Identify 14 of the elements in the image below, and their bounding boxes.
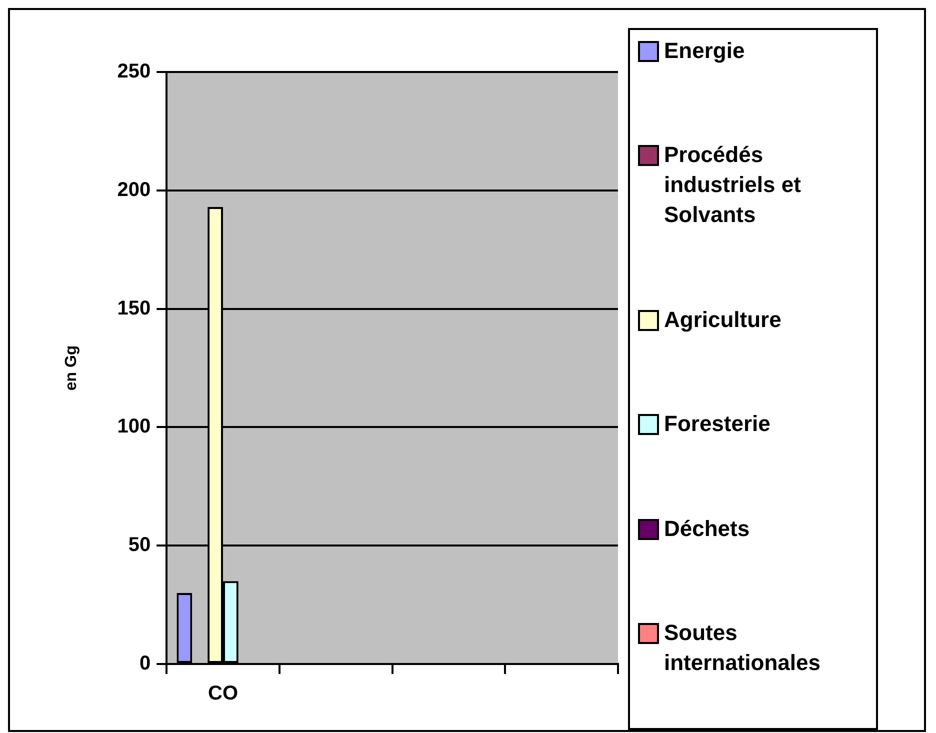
y-axis-title: en Gg <box>63 345 80 391</box>
x-tick-label: CO <box>208 682 238 705</box>
legend-label: Procédés industriels et Solvants <box>664 141 802 230</box>
legend-label: Agriculture <box>664 306 782 334</box>
legend-label: Energie <box>664 37 745 65</box>
y-tick-label: 0 <box>139 652 151 675</box>
y-tick-label: 250 <box>117 60 151 83</box>
legend-label: Déchets <box>664 514 750 543</box>
y-tick-label: 150 <box>117 297 151 320</box>
legend-label: Foresterie <box>664 410 770 438</box>
legend-label: Soutes internationales <box>664 618 822 677</box>
y-tick-label: 50 <box>128 534 151 556</box>
y-tick-label: 100 <box>117 416 151 438</box>
y-tick-label: 200 <box>117 178 151 201</box>
